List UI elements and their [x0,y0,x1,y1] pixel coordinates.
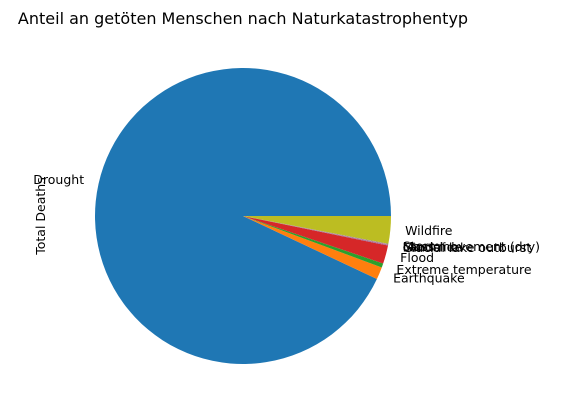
pie-label-extreme-temperature: Extreme temperature [396,262,531,277]
pie-label-wildfire: Wildfire [405,223,453,238]
pie-label-landslide: Landslide [403,239,463,254]
pie-slice-landslide [243,216,389,246]
pie-label-storm: Storm [403,238,441,253]
pie-label-mass-movement-dry: Mass movement (dry) [403,239,540,254]
pie-slice-mass-movement-dry [243,216,389,245]
pie-slice-glacial-lake-outburst [243,216,389,246]
pie-label-drought: Drought [33,172,84,187]
pie-slice-extreme-temperature [243,216,384,268]
pie-slices [95,68,392,365]
pie-slice-storm [243,216,389,245]
chart-title: Anteil an getöten Menschen nach Naturkat… [18,9,468,28]
pie-slice-earthquake [243,216,382,280]
pie-slice-flood [243,216,389,264]
pie-label-glacial-lake-outburst: Glacial lake outburst [403,240,532,255]
pie-label-flood: Flood [400,250,434,265]
y-axis-label: Total Deaths [33,177,48,255]
pie-slice-drought [95,68,392,365]
pie-label-earthquake: Earthquake [393,271,465,286]
pie-slice-wildfire [243,216,391,244]
